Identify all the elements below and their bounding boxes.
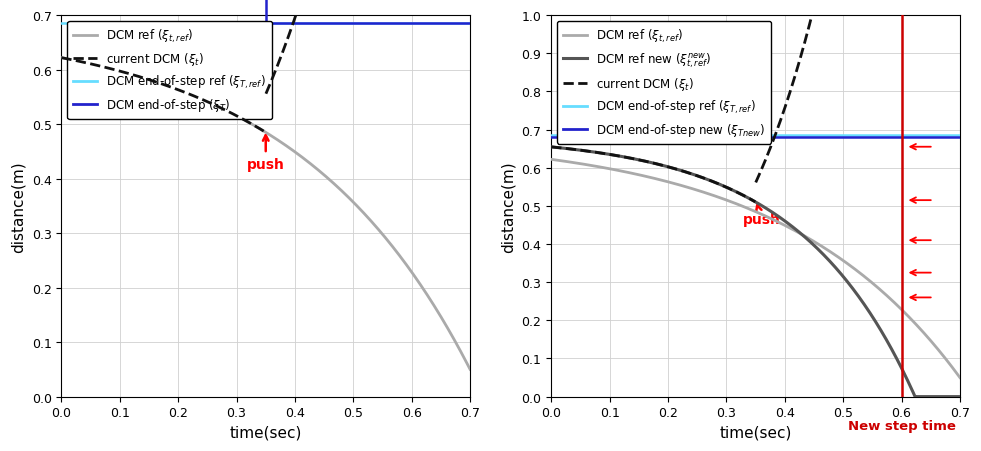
- Y-axis label: distance(m): distance(m): [11, 161, 26, 252]
- Text: push: push: [743, 206, 780, 226]
- X-axis label: time(sec): time(sec): [719, 425, 792, 440]
- Text: New step time: New step time: [848, 419, 955, 432]
- Legend: DCM ref ($\xi_{t,ref}$), current DCM ($\xi_t$), DCM end-of-step ref ($\xi_{T,ref: DCM ref ($\xi_{t,ref}$), current DCM ($\…: [68, 22, 272, 120]
- X-axis label: time(sec): time(sec): [230, 425, 302, 440]
- Text: push: push: [247, 136, 284, 171]
- Y-axis label: distance(m): distance(m): [501, 161, 516, 252]
- Legend: DCM ref ($\xi_{t,ref}$), DCM ref new ($\xi^{new}_{t,ref}$), current DCM ($\xi_t$: DCM ref ($\xi_{t,ref}$), DCM ref new ($\…: [557, 22, 771, 144]
